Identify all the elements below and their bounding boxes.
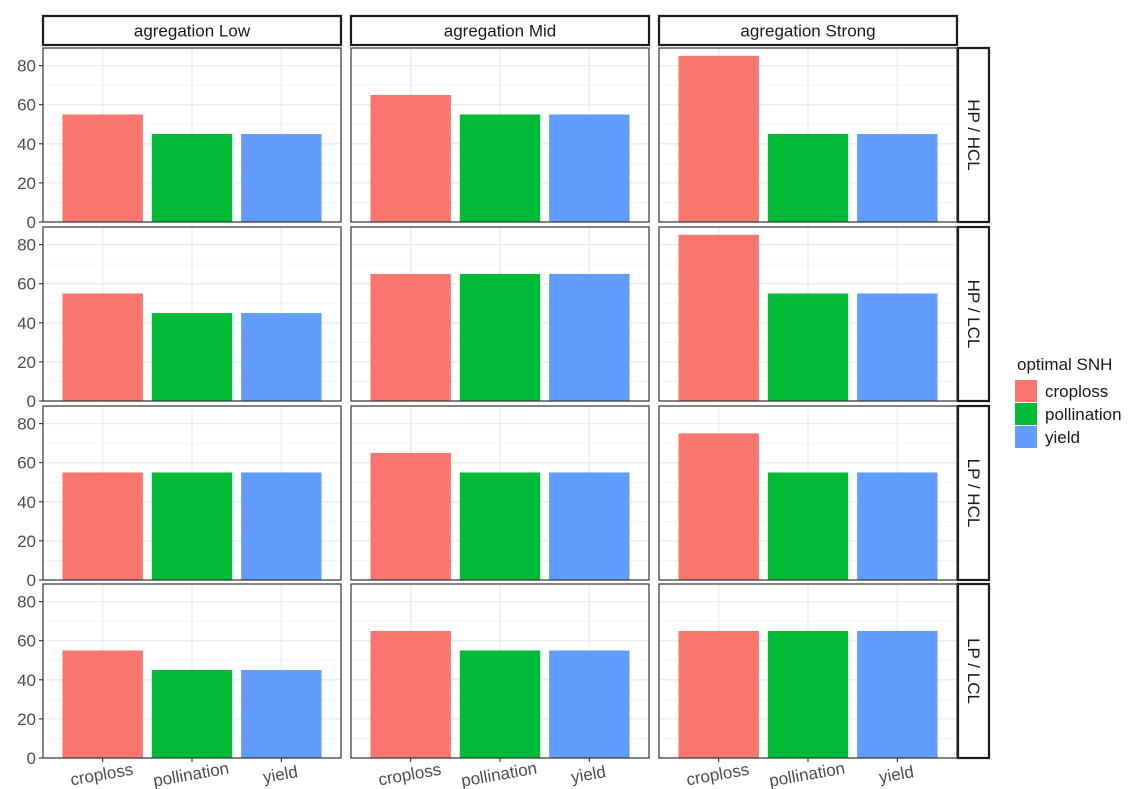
panel-border bbox=[42, 405, 342, 581]
y-tick-label: 60 bbox=[17, 454, 36, 473]
bar-yield bbox=[549, 273, 630, 401]
y-tick-label: 20 bbox=[17, 174, 36, 193]
y-tick-label: 60 bbox=[17, 275, 36, 294]
x-tick-label: croploss bbox=[69, 760, 135, 789]
column-strip bbox=[41, 14, 343, 47]
row-strip-label: HP / HCL bbox=[964, 99, 983, 171]
column-strip bbox=[657, 14, 959, 47]
panel-border bbox=[350, 226, 650, 402]
bar-pollination bbox=[767, 472, 849, 580]
column-strip-label: agregation Mid bbox=[444, 22, 556, 41]
bar-yield bbox=[857, 293, 938, 401]
legend-key-croploss bbox=[1015, 380, 1037, 402]
bar-yield bbox=[241, 670, 322, 758]
bar-pollination bbox=[151, 670, 233, 758]
y-tick-label: 20 bbox=[17, 353, 36, 372]
column-strip-label: agregation Strong bbox=[740, 22, 875, 41]
y-tick-label: 80 bbox=[17, 593, 36, 612]
bar-croploss bbox=[678, 433, 759, 580]
bar-pollination bbox=[459, 650, 541, 758]
legend-key-yield bbox=[1015, 426, 1037, 448]
y-tick-label: 80 bbox=[17, 236, 36, 255]
column-strip bbox=[349, 14, 651, 47]
panel-border bbox=[658, 226, 958, 402]
bar-pollination bbox=[151, 134, 233, 222]
x-tick-label: yield bbox=[262, 762, 300, 787]
bar-pollination bbox=[767, 134, 849, 222]
bar-croploss bbox=[370, 273, 451, 401]
row-strip-label: HP / LCL bbox=[964, 280, 983, 349]
bar-croploss bbox=[62, 293, 143, 401]
bar-yield bbox=[549, 472, 630, 580]
y-tick-label: 0 bbox=[27, 749, 36, 768]
y-tick-label: 20 bbox=[17, 532, 36, 551]
bar-yield bbox=[857, 472, 938, 580]
bar-croploss bbox=[370, 630, 451, 758]
y-tick-label: 0 bbox=[27, 571, 36, 590]
bar-croploss bbox=[678, 630, 759, 758]
bar-pollination bbox=[151, 313, 233, 401]
bar-pollination bbox=[767, 630, 849, 758]
bar-pollination bbox=[767, 293, 849, 401]
bar-croploss bbox=[678, 55, 759, 223]
bar-croploss bbox=[62, 472, 143, 580]
y-tick-label: 80 bbox=[17, 415, 36, 434]
bar-yield bbox=[549, 650, 630, 758]
panel-border bbox=[350, 405, 650, 581]
panel-border bbox=[350, 47, 650, 223]
y-tick-label: 20 bbox=[17, 710, 36, 729]
x-tick-label: croploss bbox=[685, 760, 751, 789]
bar-yield bbox=[549, 114, 630, 222]
y-tick-label: 0 bbox=[27, 392, 36, 411]
bar-croploss bbox=[62, 114, 143, 222]
y-tick-label: 0 bbox=[27, 213, 36, 232]
bar-yield bbox=[241, 134, 322, 222]
x-tick-label: pollination bbox=[768, 759, 847, 789]
y-tick-label: 40 bbox=[17, 135, 36, 154]
panel-border bbox=[658, 405, 958, 581]
x-tick-label: croploss bbox=[377, 760, 443, 789]
legend-label: pollination bbox=[1045, 405, 1122, 424]
x-tick-label: yield bbox=[878, 762, 916, 787]
bar-pollination bbox=[459, 114, 541, 222]
panel-border bbox=[42, 226, 342, 402]
legend-title: optimal SNH bbox=[1017, 355, 1112, 374]
y-tick-label: 40 bbox=[17, 493, 36, 512]
bar-pollination bbox=[459, 273, 541, 401]
panel-border bbox=[42, 47, 342, 223]
y-tick-label: 80 bbox=[17, 57, 36, 76]
legend-key-pollination bbox=[1015, 403, 1037, 425]
bar-yield bbox=[857, 134, 938, 222]
x-tick-label: pollination bbox=[460, 759, 539, 789]
legend-label: croploss bbox=[1045, 382, 1108, 401]
column-strip-label: agregation Low bbox=[134, 22, 251, 41]
bar-croploss bbox=[62, 650, 143, 758]
x-tick-label: yield bbox=[570, 762, 608, 787]
y-tick-label: 40 bbox=[17, 314, 36, 333]
bar-yield bbox=[241, 313, 322, 401]
row-strip bbox=[956, 225, 991, 403]
bar-croploss bbox=[678, 234, 759, 401]
bar-yield bbox=[857, 630, 938, 758]
y-tick-label: 60 bbox=[17, 632, 36, 651]
row-strip bbox=[956, 582, 991, 760]
bar-pollination bbox=[151, 472, 233, 580]
panel-border bbox=[658, 47, 958, 223]
row-strip bbox=[956, 46, 991, 224]
bar-yield bbox=[241, 472, 322, 580]
bar-pollination bbox=[459, 472, 541, 580]
y-tick-label: 60 bbox=[17, 96, 36, 115]
row-strip-label: LP / LCL bbox=[964, 638, 983, 704]
legend-label: yield bbox=[1045, 428, 1080, 447]
bar-croploss bbox=[370, 94, 451, 222]
bar-croploss bbox=[370, 452, 451, 580]
x-tick-label: pollination bbox=[152, 759, 231, 789]
row-strip-label: LP / HCL bbox=[964, 459, 983, 528]
row-strip bbox=[956, 404, 991, 582]
y-tick-label: 40 bbox=[17, 671, 36, 690]
